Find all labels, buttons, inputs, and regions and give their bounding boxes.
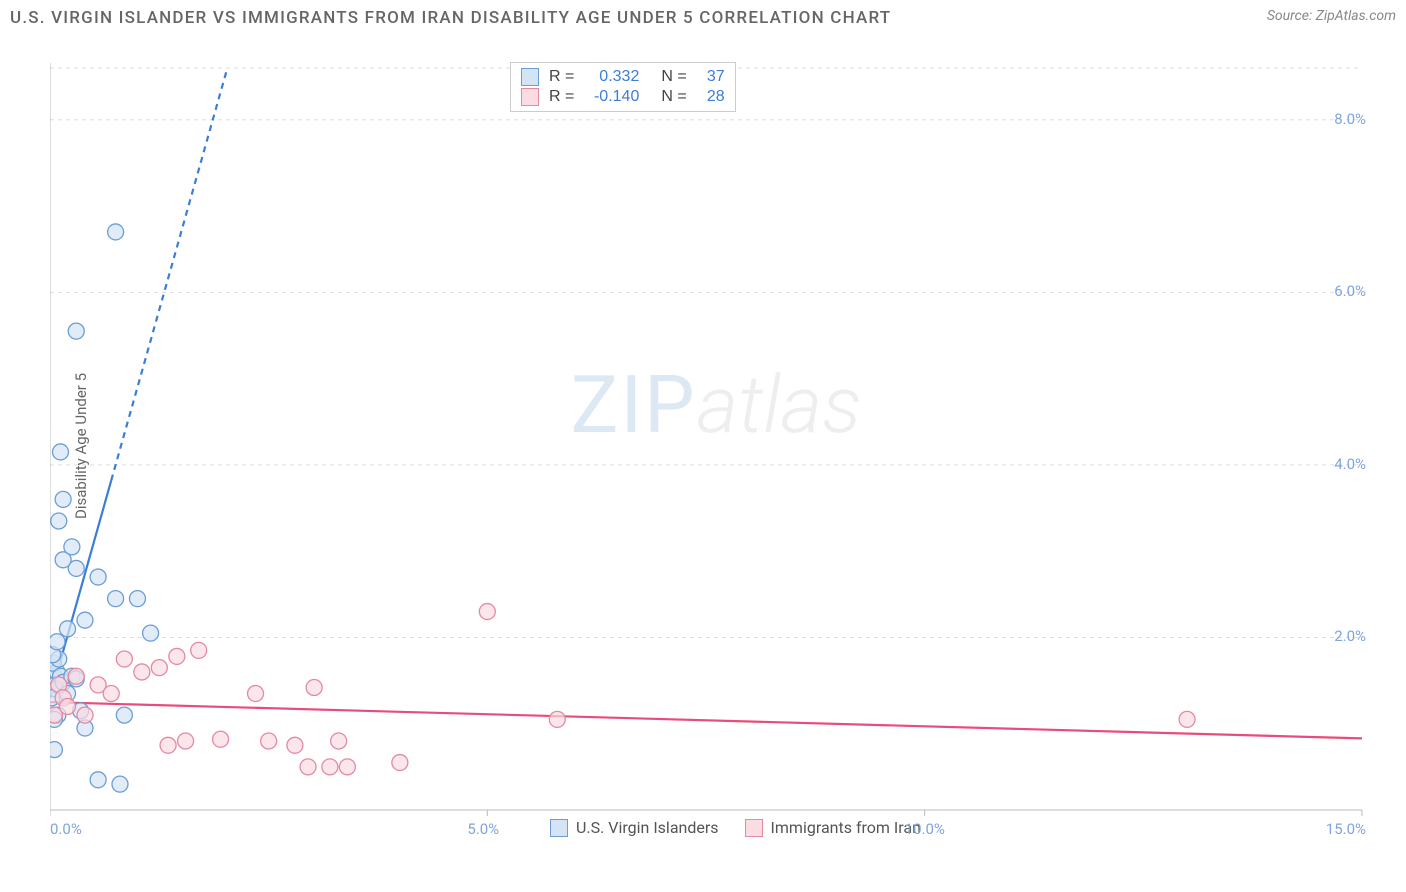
trend-line-solid	[50, 702, 1362, 738]
data-point	[261, 733, 277, 749]
data-point	[143, 625, 159, 641]
data-point	[90, 569, 106, 585]
data-point	[50, 634, 65, 650]
data-point	[191, 642, 207, 658]
stat-label: R =	[549, 68, 574, 86]
data-point	[331, 733, 347, 749]
stat-n-value: 37	[697, 68, 725, 86]
data-point	[68, 323, 84, 339]
legend-series-name: Immigrants from Iran	[771, 818, 921, 837]
data-point	[287, 737, 303, 753]
trend-line-dashed	[111, 68, 227, 480]
chart-title: U.S. VIRGIN ISLANDER VS IMMIGRANTS FROM …	[10, 8, 891, 28]
data-point	[549, 711, 565, 727]
data-point	[59, 698, 75, 714]
ytick-label: 6.0%	[1334, 282, 1366, 300]
series-legend: U.S. Virgin Islanders Immigrants from Ira…	[550, 818, 921, 837]
legend-stat-row: R = 0.332 N = 37	[521, 67, 725, 87]
xtick-label: 5.0%	[467, 820, 499, 838]
data-point	[479, 604, 495, 620]
legend-item: Immigrants from Iran	[745, 818, 921, 837]
legend-stat-row: R = -0.140 N = 28	[521, 87, 725, 107]
title-bar: U.S. VIRGIN ISLANDER VS IMMIGRANTS FROM …	[10, 8, 1396, 28]
data-point	[50, 742, 62, 758]
data-point	[392, 755, 408, 771]
data-point	[51, 513, 67, 529]
data-point	[129, 591, 145, 607]
data-point	[77, 707, 93, 723]
stat-label: N =	[661, 88, 686, 106]
data-point	[116, 707, 132, 723]
correlation-legend: R = 0.332 N = 37 R = -0.140 N = 28	[510, 62, 736, 112]
legend-item: U.S. Virgin Islanders	[550, 818, 719, 837]
data-point	[169, 648, 185, 664]
legend-swatch	[521, 88, 539, 106]
data-point	[306, 679, 322, 695]
scatter-chart	[50, 58, 1382, 828]
stat-r-value: -0.140	[584, 88, 639, 106]
data-point	[68, 668, 84, 684]
legend-swatch	[521, 68, 539, 86]
data-point	[77, 612, 93, 628]
legend-swatch	[550, 819, 568, 837]
stat-r-value: 0.332	[584, 68, 639, 86]
data-point	[248, 686, 264, 702]
legend-swatch	[745, 819, 763, 837]
stat-label: N =	[661, 68, 686, 86]
data-point	[90, 772, 106, 788]
data-point	[103, 686, 119, 702]
stat-label: R =	[549, 88, 574, 106]
data-point	[112, 776, 128, 792]
data-point	[151, 660, 167, 676]
stat-n-value: 28	[697, 88, 725, 106]
data-point	[116, 651, 132, 667]
ytick-label: 2.0%	[1334, 627, 1366, 645]
data-point	[108, 224, 124, 240]
data-point	[300, 759, 316, 775]
xtick-label: 15.0%	[1326, 820, 1366, 838]
data-point	[339, 759, 355, 775]
xtick-label: 10.0%	[905, 820, 945, 838]
data-point	[59, 621, 75, 637]
xtick-label: 0.0%	[50, 820, 82, 838]
data-point	[134, 664, 150, 680]
source-attribution: Source: ZipAtlas.com	[1267, 8, 1396, 24]
data-point	[322, 759, 338, 775]
data-point	[1179, 711, 1195, 727]
legend-series-name: U.S. Virgin Islanders	[576, 818, 719, 837]
data-point	[64, 539, 80, 555]
chart-area: ZIPatlas R =0.332N =37R =-0.140N =28 U.S…	[50, 58, 1382, 828]
data-point	[52, 444, 68, 460]
data-point	[160, 737, 176, 753]
data-point	[108, 591, 124, 607]
ytick-label: 4.0%	[1334, 455, 1366, 473]
data-point	[213, 731, 229, 747]
data-point	[55, 491, 71, 507]
ytick-label: 8.0%	[1334, 110, 1366, 128]
data-point	[178, 733, 194, 749]
